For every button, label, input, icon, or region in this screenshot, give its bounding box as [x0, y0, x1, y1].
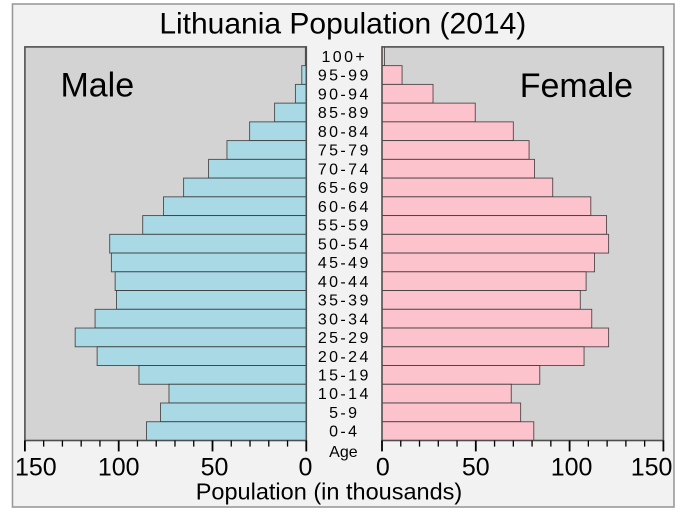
svg-text:10-14: 10-14 — [318, 386, 371, 403]
svg-text:100+: 100+ — [321, 49, 367, 66]
svg-text:90-94: 90-94 — [318, 86, 371, 103]
svg-text:25-29: 25-29 — [318, 330, 371, 347]
svg-text:150: 150 — [631, 454, 673, 482]
svg-text:Female: Female — [520, 67, 633, 105]
svg-text:50: 50 — [462, 454, 490, 482]
svg-text:0: 0 — [376, 454, 390, 482]
svg-text:35-39: 35-39 — [318, 293, 371, 310]
svg-text:75-79: 75-79 — [318, 143, 371, 160]
svg-text:60-64: 60-64 — [318, 199, 371, 216]
svg-text:70-74: 70-74 — [318, 161, 371, 178]
svg-text:30-34: 30-34 — [318, 311, 371, 328]
svg-text:15-19: 15-19 — [318, 368, 371, 385]
svg-text:100: 100 — [551, 454, 593, 482]
svg-text:80-84: 80-84 — [318, 124, 371, 141]
svg-text:45-49: 45-49 — [318, 255, 371, 272]
svg-text:Age: Age — [329, 444, 358, 461]
svg-text:40-44: 40-44 — [318, 274, 371, 291]
svg-text:Male: Male — [60, 67, 134, 105]
svg-text:50: 50 — [201, 454, 229, 482]
svg-text:20-24: 20-24 — [318, 349, 371, 366]
svg-text:55-59: 55-59 — [318, 218, 371, 235]
svg-text:5-9: 5-9 — [329, 405, 359, 422]
svg-text:150: 150 — [15, 454, 57, 482]
svg-text:95-99: 95-99 — [318, 68, 371, 85]
svg-text:0: 0 — [299, 454, 313, 482]
svg-text:Population (in thousands): Population (in thousands) — [196, 479, 463, 505]
svg-text:50-54: 50-54 — [318, 236, 371, 253]
svg-text:100: 100 — [98, 454, 140, 482]
svg-text:Lithuania Population (2014): Lithuania Population (2014) — [159, 8, 526, 41]
svg-text:85-89: 85-89 — [318, 105, 371, 122]
svg-text:0-4: 0-4 — [329, 424, 359, 441]
svg-text:65-69: 65-69 — [318, 180, 371, 197]
